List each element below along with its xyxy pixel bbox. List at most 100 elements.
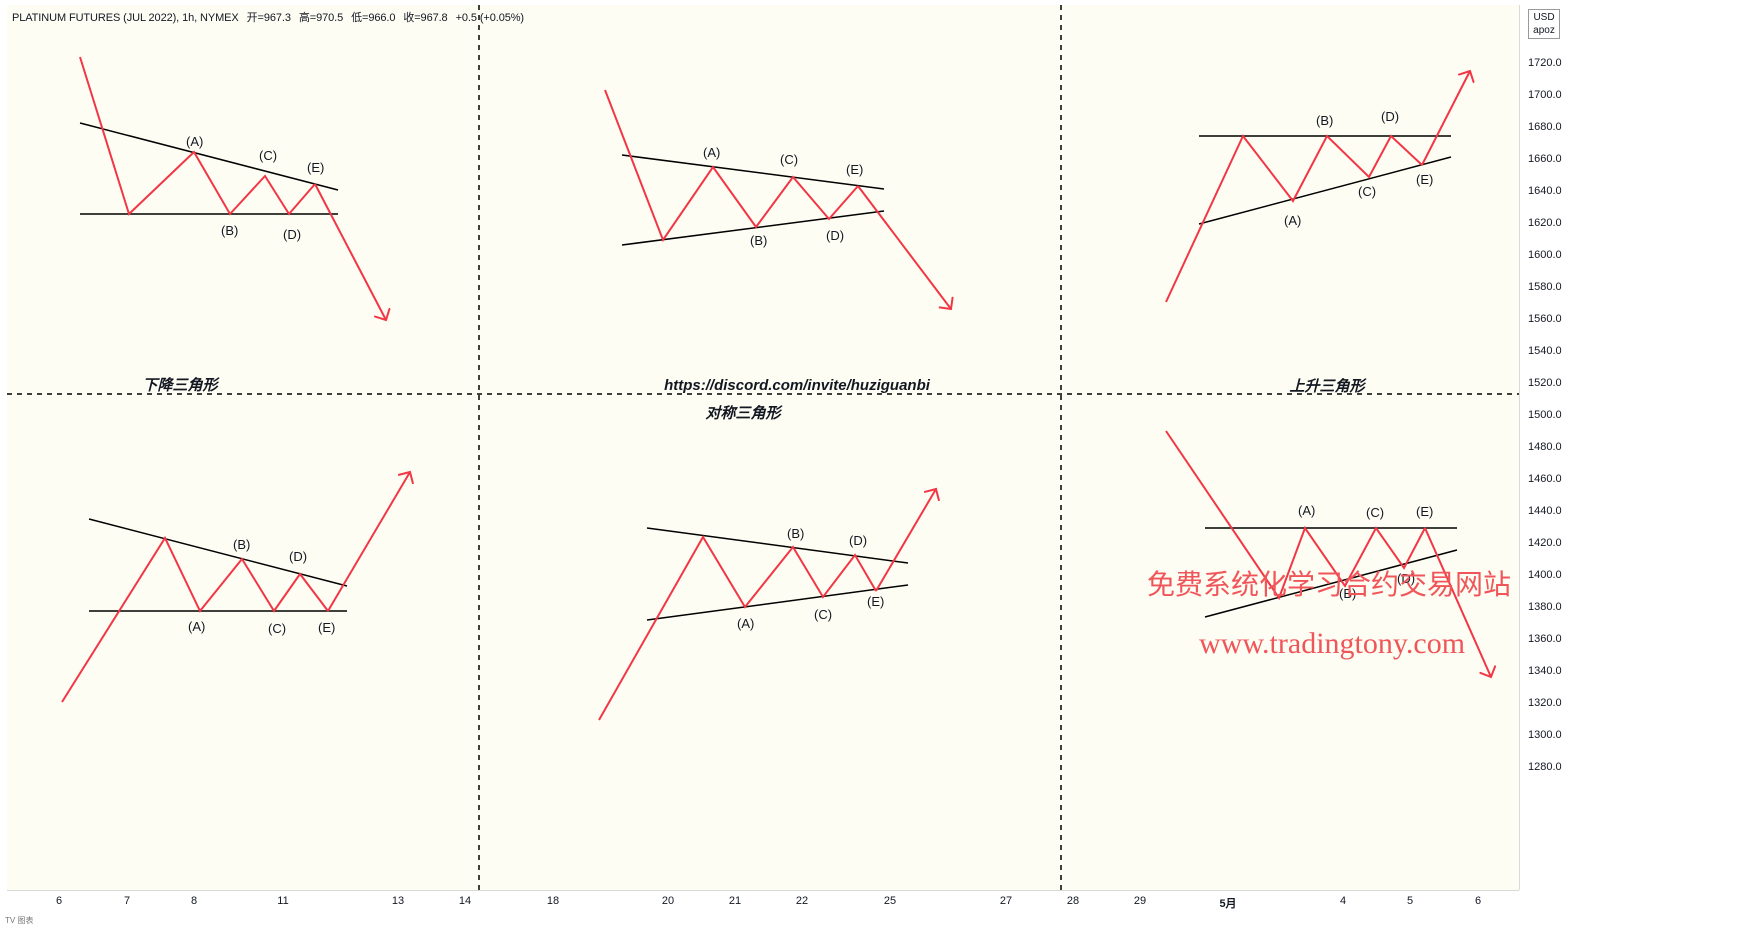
wave-label-e: (E) xyxy=(1416,172,1433,187)
breakout-arrow xyxy=(875,489,936,592)
wave-label-a: (A) xyxy=(703,145,720,160)
low-value: 低=966.0 xyxy=(351,12,396,24)
price-tick: 1320.0 xyxy=(1528,697,1562,709)
pattern-symmetrical-triangle-top: (A) (B) (C) (D) (E) xyxy=(604,89,951,309)
price-tick: 1620.0 xyxy=(1528,217,1562,229)
price-tick: 1560.0 xyxy=(1528,313,1562,325)
trendline-upper xyxy=(646,527,909,564)
symbol-name[interactable]: PLATINUM FUTURES (JUL 2022), 1h, NYMEX xyxy=(12,12,239,24)
wave-label-d: (D) xyxy=(826,228,844,243)
price-tick: 1460.0 xyxy=(1528,473,1562,485)
pattern-descending-triangle: (A) (B) (C) (D) (E) xyxy=(79,56,386,320)
pattern-ascending-triangle: (A) (B) (C) (D) (E) xyxy=(1165,71,1470,303)
time-tick: 28 xyxy=(1066,895,1080,907)
wave-label-b: (B) xyxy=(233,537,250,552)
time-tick: 20 xyxy=(661,895,675,907)
wave-label-d: (D) xyxy=(289,549,307,564)
time-axis[interactable] xyxy=(7,890,1519,926)
title-symmetrical-triangle: 对称三角形 xyxy=(705,405,781,422)
trendline-upper xyxy=(621,154,885,190)
time-tick: 25 xyxy=(883,895,897,907)
time-tick: 13 xyxy=(391,895,405,907)
open-value: 开=967.3 xyxy=(246,12,291,24)
symbol-legend: PLATINUM FUTURES (JUL 2022), 1h, NYMEX 开… xyxy=(12,9,529,25)
price-tick: 1420.0 xyxy=(1528,537,1562,549)
wave-path xyxy=(604,89,859,243)
pattern-ascending-triangle-bearish: (A) (B) (C) (D) (E) xyxy=(1165,430,1491,677)
wave-label-d: (D) xyxy=(283,227,301,242)
time-tick: 21 xyxy=(728,895,742,907)
time-tick: 27 xyxy=(999,895,1013,907)
currency-unit-button[interactable]: USD apoz xyxy=(1528,9,1560,39)
price-tick: 1640.0 xyxy=(1528,185,1562,197)
wave-label-a: (A) xyxy=(1298,503,1315,518)
breakout-arrow xyxy=(1424,527,1491,677)
wave-path xyxy=(1165,430,1426,601)
price-tick: 1580.0 xyxy=(1528,281,1562,293)
wave-label-e: (E) xyxy=(846,162,863,177)
price-tick: 1660.0 xyxy=(1528,153,1562,165)
close-value: 收=967.8 xyxy=(403,12,448,24)
price-tick: 1520.0 xyxy=(1528,377,1562,389)
time-tick: 8 xyxy=(190,895,198,907)
trendline-lower xyxy=(1198,156,1452,225)
wave-label-a: (A) xyxy=(186,134,203,149)
wave-label-c: (C) xyxy=(259,148,277,163)
wave-label-b: (B) xyxy=(787,526,804,541)
price-tick: 1480.0 xyxy=(1528,441,1562,453)
discord-link[interactable]: https://discord.com/invite/huziguanbi xyxy=(664,377,930,394)
wave-path xyxy=(61,535,329,703)
time-tick: 29 xyxy=(1133,895,1147,907)
breakout-arrow xyxy=(1421,71,1470,166)
wave-label-c: (C) xyxy=(268,621,286,636)
watermark-chinese: 免费系统化学习合约交易网站 xyxy=(1147,568,1512,601)
wave-label-b: (B) xyxy=(1316,113,1333,128)
price-tick: 1360.0 xyxy=(1528,633,1562,645)
price-axis[interactable] xyxy=(1519,5,1764,890)
time-tick: 22 xyxy=(795,895,809,907)
time-tick: 6 xyxy=(55,895,63,907)
wave-label-d: (D) xyxy=(849,533,867,548)
wave-path xyxy=(598,535,877,721)
wave-label-a: (A) xyxy=(188,619,205,634)
price-tick: 1700.0 xyxy=(1528,89,1562,101)
wave-label-e: (E) xyxy=(318,620,335,635)
high-value: 高=970.5 xyxy=(298,12,344,24)
title-ascending-triangle: 上升三角形 xyxy=(1289,378,1365,395)
wave-label-c: (C) xyxy=(1358,184,1376,199)
price-tick: 1280.0 xyxy=(1528,761,1562,773)
wave-label-d: (D) xyxy=(1397,571,1415,586)
wave-path xyxy=(79,56,316,216)
chart-canvas[interactable] xyxy=(7,5,1519,890)
trendline-lower xyxy=(1204,549,1458,618)
time-tick: 11 xyxy=(277,895,289,907)
breakout-arrow xyxy=(327,472,410,612)
trendline-upper xyxy=(88,518,348,587)
title-descending-triangle: 下降三角形 xyxy=(142,377,218,394)
wave-label-d: (D) xyxy=(1381,109,1399,124)
wave-label-a: (A) xyxy=(1284,213,1301,228)
wave-label-c: (C) xyxy=(1366,505,1384,520)
wave-label-b: (B) xyxy=(1339,586,1356,601)
price-tick: 1340.0 xyxy=(1528,665,1562,677)
trendline-lower xyxy=(621,210,885,246)
price-tick: 1440.0 xyxy=(1528,505,1562,517)
price-tick: 1400.0 xyxy=(1528,569,1562,581)
time-tick: 7 xyxy=(123,895,131,907)
trendline-upper xyxy=(79,122,339,191)
currency-label: USD xyxy=(1533,12,1555,23)
wave-path xyxy=(1165,134,1423,303)
tradingview-logo: TV 图表 xyxy=(5,916,34,925)
trendline-lower xyxy=(646,584,909,621)
price-tick: 1500.0 xyxy=(1528,409,1562,421)
wave-label-c: (C) xyxy=(780,152,798,167)
price-tick: 1300.0 xyxy=(1528,729,1562,741)
wave-label-e: (E) xyxy=(1416,504,1433,519)
pattern-symmetrical-triangle-bottom: (A) (B) (C) (D) (E) xyxy=(598,489,936,721)
price-tick: 1380.0 xyxy=(1528,601,1562,613)
price-tick: 1600.0 xyxy=(1528,249,1562,261)
time-tick: 5 xyxy=(1406,895,1414,907)
unit-label: apoz xyxy=(1533,25,1555,36)
wave-label-e: (E) xyxy=(867,594,884,609)
